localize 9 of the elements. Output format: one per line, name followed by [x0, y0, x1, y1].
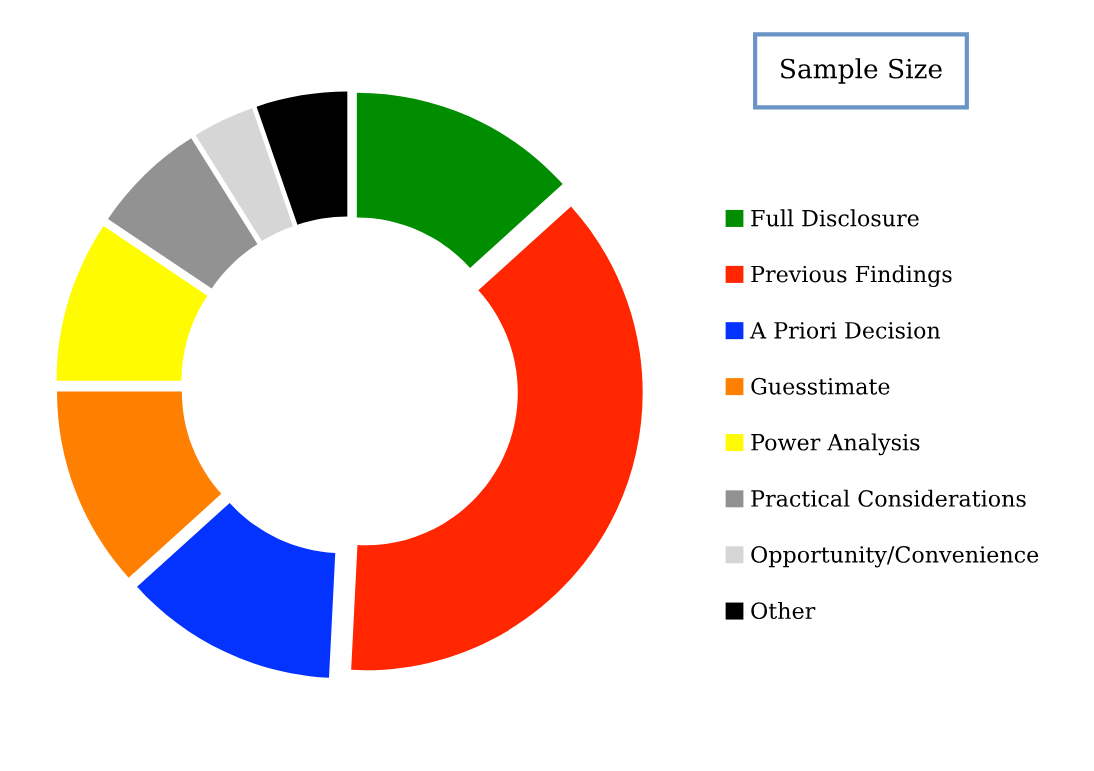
legend-label: Practical Considerations [751, 489, 1026, 507]
chart-title: Sample Size [781, 58, 942, 84]
legend-label: A Priori Decision [749, 322, 941, 339]
legend-label: Other [751, 601, 816, 620]
legend-label: Previous Findings [751, 265, 952, 288]
legend-label: Full Disclosure [751, 209, 919, 227]
legend-label: Guesstimate [751, 377, 890, 395]
legend-label: Power Analysis [751, 433, 920, 456]
legend-label: Opportunity/Convenience [751, 546, 1039, 568]
